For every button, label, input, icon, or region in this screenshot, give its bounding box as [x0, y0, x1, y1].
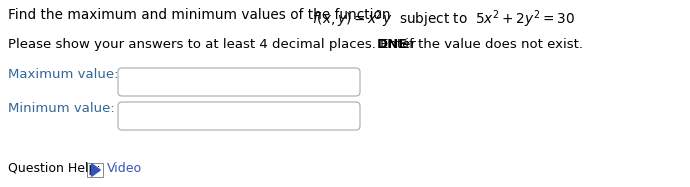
- Polygon shape: [92, 164, 100, 176]
- Text: Please show your answers to at least 4 decimal places. Enter: Please show your answers to at least 4 d…: [8, 38, 420, 51]
- FancyBboxPatch shape: [118, 68, 360, 96]
- FancyBboxPatch shape: [87, 163, 103, 177]
- FancyBboxPatch shape: [118, 102, 360, 130]
- Text: Question Help:: Question Help:: [8, 162, 101, 175]
- Text: if the value does not exist.: if the value does not exist.: [401, 38, 583, 51]
- Text: Find the maximum and minimum values of the function: Find the maximum and minimum values of t…: [8, 8, 395, 22]
- Text: Maximum value:: Maximum value:: [8, 68, 119, 81]
- Text: DNE: DNE: [377, 38, 408, 51]
- Text: Minimum value:: Minimum value:: [8, 102, 115, 115]
- Text: Video: Video: [107, 162, 142, 175]
- Text: $f(x, y) = x^2y$  subject to  $5x^2 + 2y^2 = 30$: $f(x, y) = x^2y$ subject to $5x^2 + 2y^2…: [312, 8, 575, 30]
